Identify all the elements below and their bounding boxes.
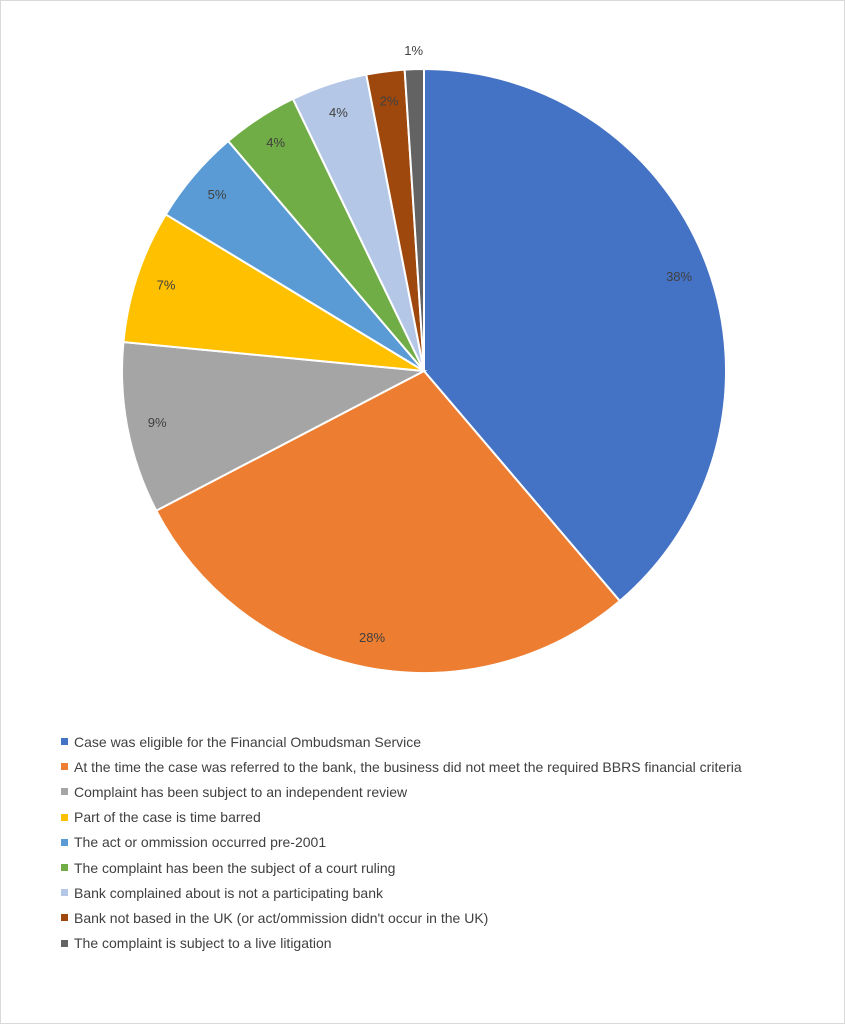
legend-swatch bbox=[61, 889, 68, 897]
legend-swatch bbox=[61, 813, 68, 821]
slice-value-label: 5% bbox=[208, 187, 227, 202]
legend-label: The complaint is subject to a live litig… bbox=[74, 935, 332, 952]
legend-item: Case was eligible for the Financial Ombu… bbox=[61, 729, 742, 754]
slice-value-label: 38% bbox=[666, 269, 692, 284]
legend-swatch bbox=[61, 738, 68, 746]
legend-label: The act or ommission occurred pre-2001 bbox=[74, 834, 327, 851]
legend-swatch bbox=[61, 788, 68, 796]
pie-slice-4 bbox=[122, 213, 425, 372]
legend-item: Bank not based in the UK (or act/ommissi… bbox=[61, 905, 742, 930]
pie-slice-2 bbox=[154, 369, 622, 674]
legend-item: The complaint is subject to a live litig… bbox=[61, 931, 742, 956]
legend-label: At the time the case was referred to the… bbox=[74, 758, 742, 775]
legend-swatch bbox=[61, 838, 68, 846]
legend-label: Bank complained about is not a participa… bbox=[74, 884, 383, 901]
slice-value-label: 2% bbox=[380, 93, 399, 108]
legend-item: The complaint has been the subject of a … bbox=[61, 855, 742, 880]
legend-item: Part of the case is time barred bbox=[61, 805, 742, 830]
legend-label: Part of the case is time barred bbox=[74, 809, 261, 826]
legend-label: Complaint has been subject to an indepen… bbox=[74, 783, 408, 800]
legend-label: Bank not based in the UK (or act/ommissi… bbox=[74, 909, 489, 926]
legend-swatch bbox=[61, 939, 68, 947]
slice-value-label: 4% bbox=[329, 105, 348, 120]
slice-value-label: 1% bbox=[404, 43, 423, 58]
legend-item: The act or ommission occurred pre-2001 bbox=[61, 830, 742, 855]
legend: Case was eligible for the Financial Ombu… bbox=[61, 729, 742, 956]
legend-item: Complaint has been subject to an indepen… bbox=[61, 779, 742, 804]
legend-item: At the time the case was referred to the… bbox=[61, 754, 742, 779]
pie-slice-3 bbox=[121, 340, 428, 513]
slice-value-label: 7% bbox=[157, 277, 176, 292]
legend-swatch bbox=[61, 763, 68, 771]
legend-label: The complaint has been the subject of a … bbox=[74, 859, 396, 876]
slice-value-label: 9% bbox=[148, 415, 167, 430]
legend-item: Bank complained about is not a participa… bbox=[61, 880, 742, 905]
pie-slice-1 bbox=[423, 67, 727, 603]
legend-label: Case was eligible for the Financial Ombu… bbox=[74, 733, 422, 750]
legend-swatch bbox=[61, 914, 68, 922]
slice-value-label: 4% bbox=[266, 135, 285, 150]
legend-swatch bbox=[61, 864, 68, 872]
slice-value-label: 28% bbox=[359, 630, 385, 645]
pie-slice-9 bbox=[403, 67, 425, 372]
pie-chart: 38% 28% 9% 7% 5% 4% 4% 2% 1% bbox=[121, 43, 727, 674]
